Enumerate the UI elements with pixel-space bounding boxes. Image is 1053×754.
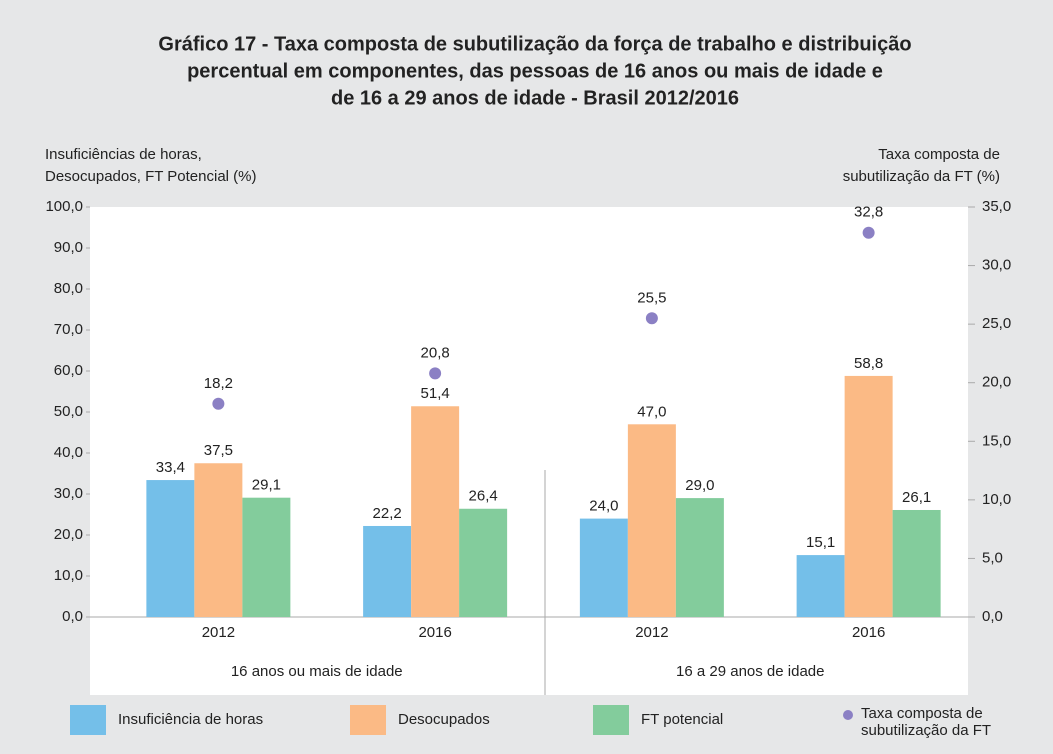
bar bbox=[579, 518, 628, 617]
legend-item: FT potencial bbox=[593, 705, 723, 735]
y-axis-title: Insuficiências de horas, bbox=[45, 146, 202, 163]
point bbox=[429, 367, 442, 380]
value-label: 18,2 bbox=[204, 375, 233, 392]
bar bbox=[411, 406, 460, 617]
legend-swatch bbox=[70, 705, 106, 735]
point bbox=[212, 397, 225, 410]
value-label: 37,5 bbox=[204, 442, 233, 459]
legend-label: Insuficiência de horas bbox=[118, 711, 264, 728]
y-tick-label: 90,0 bbox=[54, 239, 83, 256]
legend-swatch bbox=[350, 705, 386, 735]
y2-tick-label: 25,0 bbox=[982, 315, 1011, 332]
value-label: 29,0 bbox=[685, 477, 714, 494]
chart-title: percentual em componentes, das pessoas d… bbox=[187, 60, 883, 82]
y-tick-label: 70,0 bbox=[54, 321, 83, 338]
legend-item: Desocupados bbox=[350, 705, 490, 735]
y2-tick-label: 5,0 bbox=[982, 549, 1003, 566]
chart: Gráfico 17 - Taxa composta de subutiliza… bbox=[45, 33, 1011, 695]
legend-label: FT potencial bbox=[641, 711, 724, 728]
value-label: 22,2 bbox=[373, 505, 402, 522]
legend-item: Insuficiência de horas bbox=[70, 705, 263, 735]
y2-tick-label: 10,0 bbox=[982, 491, 1011, 508]
bar bbox=[194, 463, 243, 617]
y-tick-label: 100,0 bbox=[45, 198, 83, 215]
group-label: 16 a 29 anos de idade bbox=[676, 663, 824, 680]
x-tick-label: 2016 bbox=[418, 624, 451, 641]
bar bbox=[796, 555, 845, 617]
y-tick-label: 40,0 bbox=[54, 444, 83, 461]
value-label: 33,4 bbox=[156, 459, 185, 476]
value-label: 47,0 bbox=[637, 403, 666, 420]
bar bbox=[627, 424, 676, 617]
x-tick-label: 2016 bbox=[852, 624, 885, 641]
y-tick-label: 30,0 bbox=[54, 485, 83, 502]
legend-item: Taxa composta de subutilização da FT bbox=[843, 705, 1021, 739]
value-label: 26,1 bbox=[902, 489, 931, 506]
y-tick-label: 60,0 bbox=[54, 362, 83, 379]
y-tick-label: 50,0 bbox=[54, 403, 83, 420]
x-tick-label: 2012 bbox=[635, 624, 668, 641]
value-label: 32,8 bbox=[854, 204, 883, 221]
y2-tick-label: 15,0 bbox=[982, 432, 1011, 449]
y2-axis-title: subutilização da FT (%) bbox=[843, 168, 1000, 185]
y-tick-label: 80,0 bbox=[54, 280, 83, 297]
legend-swatch bbox=[593, 705, 629, 735]
value-label: 29,1 bbox=[252, 477, 281, 494]
legend-label: Taxa composta de subutilização da FT bbox=[861, 705, 992, 739]
bar bbox=[844, 375, 893, 617]
value-label: 51,4 bbox=[421, 385, 450, 402]
legend-label: Desocupados bbox=[398, 711, 490, 728]
value-label: 25,5 bbox=[637, 289, 666, 306]
bar bbox=[675, 498, 724, 617]
chart-title: Gráfico 17 - Taxa composta de subutiliza… bbox=[158, 33, 911, 55]
y2-axis-title: Taxa composta de bbox=[878, 146, 1000, 163]
y2-tick-label: 35,0 bbox=[982, 198, 1011, 215]
legend-swatch bbox=[843, 710, 853, 720]
y2-tick-label: 30,0 bbox=[982, 257, 1011, 274]
bar bbox=[892, 509, 941, 617]
point bbox=[862, 226, 875, 239]
bar bbox=[146, 480, 195, 617]
y2-tick-label: 20,0 bbox=[982, 374, 1011, 391]
bar bbox=[242, 497, 291, 617]
value-label: 26,4 bbox=[469, 488, 498, 505]
value-label: 24,0 bbox=[589, 498, 618, 515]
value-label: 20,8 bbox=[421, 344, 450, 361]
bar bbox=[363, 525, 412, 617]
y-tick-label: 0,0 bbox=[62, 608, 83, 625]
y2-tick-label: 0,0 bbox=[982, 608, 1003, 625]
legend: Insuficiência de horas Desocupados FT pote… bbox=[0, 705, 1053, 754]
value-label: 15,1 bbox=[806, 534, 835, 551]
group-label: 16 anos ou mais de idade bbox=[231, 663, 403, 680]
x-tick-label: 2012 bbox=[202, 624, 235, 641]
value-label: 58,8 bbox=[854, 355, 883, 372]
y-axis-title: Desocupados, FT Potencial (%) bbox=[45, 168, 257, 185]
y-tick-label: 10,0 bbox=[54, 567, 83, 584]
chart-title: de 16 a 29 anos de idade - Brasil 2012/2… bbox=[331, 87, 739, 109]
point bbox=[645, 312, 658, 325]
y-tick-label: 20,0 bbox=[54, 526, 83, 543]
bar bbox=[459, 508, 508, 617]
